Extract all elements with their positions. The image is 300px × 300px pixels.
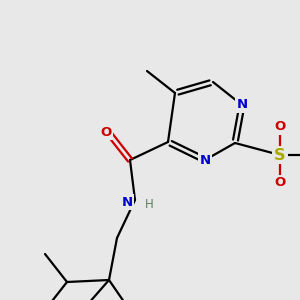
Text: N: N (236, 98, 247, 112)
Text: N: N (122, 196, 133, 208)
Text: O: O (274, 176, 286, 190)
Text: N: N (200, 154, 211, 166)
Text: H: H (145, 197, 153, 211)
Text: O: O (274, 121, 286, 134)
Text: O: O (100, 125, 112, 139)
Text: S: S (274, 148, 286, 163)
